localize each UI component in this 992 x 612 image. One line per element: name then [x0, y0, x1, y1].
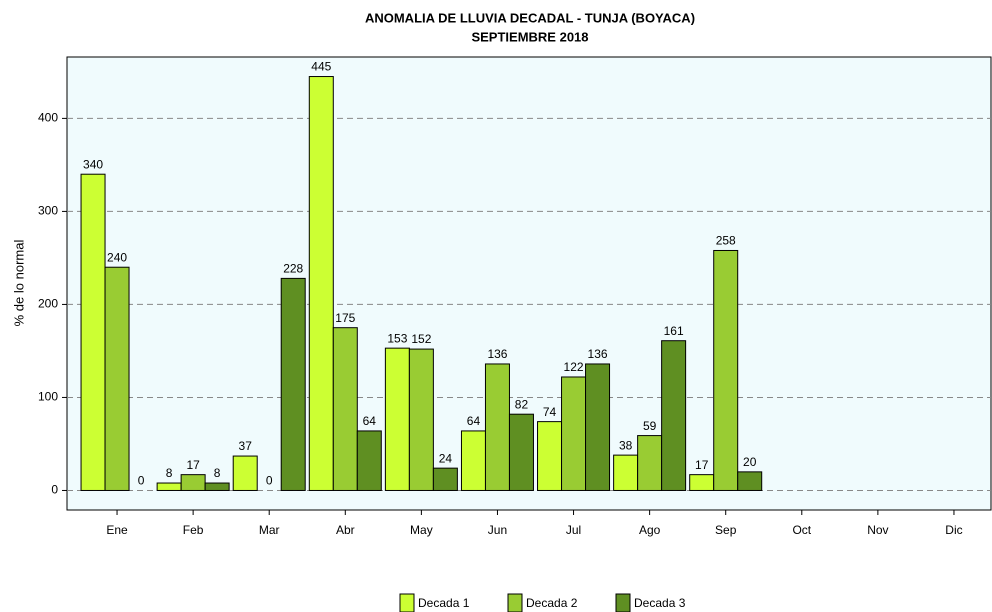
bar	[204, 482, 230, 491]
bar	[689, 474, 715, 491]
x-tick-label: Dic	[945, 523, 962, 537]
data-label: 74	[543, 405, 557, 419]
data-label: 59	[643, 419, 657, 433]
data-label: 64	[467, 414, 481, 428]
data-label: 38	[619, 438, 633, 452]
data-label: 8	[214, 466, 221, 480]
x-tick-label: Ene	[106, 523, 128, 537]
legend-swatch	[615, 593, 631, 612]
data-label: 258	[716, 234, 736, 248]
data-label: 37	[239, 439, 253, 453]
data-label: 0	[138, 474, 145, 488]
data-label: 64	[363, 414, 377, 428]
data-label: 20	[743, 455, 757, 469]
bar	[356, 430, 382, 491]
bar	[156, 482, 182, 491]
x-tick-label: Oct	[792, 523, 811, 537]
bar	[561, 376, 587, 491]
x-tick-label: Nov	[867, 523, 888, 537]
bar	[384, 347, 410, 491]
legend-label: Decada 2	[526, 596, 578, 610]
bar	[661, 340, 687, 491]
data-label: 340	[83, 157, 103, 171]
legend-label: Decada 3	[634, 596, 686, 610]
bar	[332, 327, 358, 491]
data-label: 24	[439, 451, 453, 465]
bar	[232, 455, 258, 491]
data-label: 122	[564, 360, 584, 374]
bar	[585, 363, 611, 491]
legend-swatch	[399, 593, 415, 612]
bar	[508, 413, 534, 491]
data-label: 445	[311, 60, 331, 74]
data-label: 82	[515, 397, 529, 411]
y-axis-label: % de lo normal	[11, 240, 26, 327]
x-tick-label: Jun	[488, 523, 507, 537]
data-label: 0	[266, 474, 273, 488]
bar	[460, 430, 486, 491]
data-label: 161	[664, 324, 684, 338]
x-tick-label: Feb	[183, 523, 204, 537]
data-label: 228	[283, 262, 303, 276]
x-tick-label: Sep	[715, 523, 737, 537]
bar	[737, 471, 763, 491]
bar	[80, 173, 106, 491]
chart-subtitle: SEPTIEMBRE 2018	[471, 29, 588, 44]
data-label: 8	[166, 466, 173, 480]
y-tick-label: 0	[51, 483, 58, 497]
data-label: 240	[107, 250, 127, 264]
bar	[613, 454, 639, 491]
data-label: 136	[588, 347, 608, 361]
x-tick-label: Mar	[259, 523, 280, 537]
data-label: 152	[411, 332, 431, 346]
bar	[408, 348, 434, 491]
x-tick-label: Jul	[566, 523, 581, 537]
data-label: 175	[335, 311, 355, 325]
bar	[484, 363, 510, 491]
data-label: 17	[695, 458, 709, 472]
y-tick-label: 100	[38, 390, 58, 404]
x-tick-label: Ago	[639, 523, 661, 537]
bar	[637, 435, 663, 491]
bar	[537, 421, 563, 491]
y-tick-label: 300	[38, 204, 58, 218]
bar	[104, 266, 130, 491]
bar	[713, 249, 739, 491]
data-label: 153	[387, 331, 407, 345]
bar	[432, 467, 458, 491]
bar	[280, 277, 306, 491]
y-tick-label: 200	[38, 297, 58, 311]
chart-title: ANOMALIA DE LLUVIA DECADAL - TUNJA (BOYA…	[365, 10, 695, 25]
legend-swatch	[507, 593, 523, 612]
y-tick-label: 400	[38, 111, 58, 125]
legend-label: Decada 1	[418, 596, 470, 610]
data-label: 17	[186, 458, 200, 472]
bar	[180, 474, 206, 491]
data-label: 136	[487, 347, 507, 361]
x-tick-label: Abr	[336, 523, 355, 537]
bar	[308, 76, 334, 491]
x-tick-label: May	[410, 523, 433, 537]
